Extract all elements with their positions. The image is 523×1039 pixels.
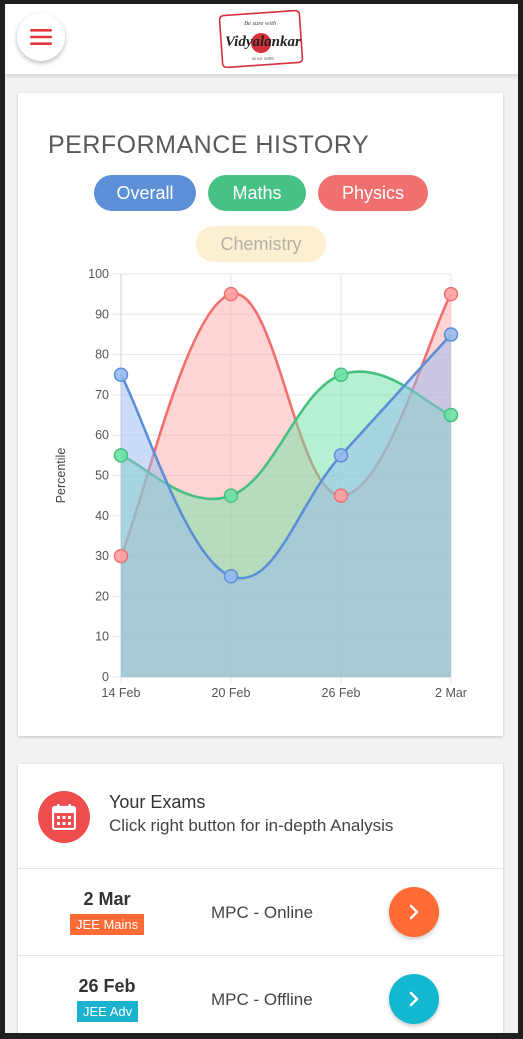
exams-header: Your Exams Click right button for in-dep… [18, 764, 503, 869]
performance-title: PERFORMANCE HISTORY [48, 131, 370, 159]
y-axis-label: Percentile [54, 448, 68, 504]
filter-maths[interactable]: Maths [208, 175, 306, 211]
exam-date: 2 Mar [83, 889, 131, 909]
y-tick-label: 90 [95, 307, 109, 321]
exam-subject: MPC - Offline [211, 990, 313, 1009]
y-tick-label: 60 [95, 428, 109, 442]
svg-text:since 1959: since 1959 [252, 56, 274, 61]
data-point [113, 448, 129, 463]
exam-analysis-button[interactable] [389, 974, 439, 1024]
x-tick-label: 14 Feb [102, 686, 141, 700]
calendar-icon-circle [38, 791, 90, 843]
data-point [223, 488, 239, 503]
data-point [113, 548, 129, 564]
data-point [443, 286, 459, 302]
y-tick-label: 80 [95, 348, 109, 362]
series-line [120, 370, 452, 501]
series-line [119, 333, 452, 580]
performance-chart: 0 10 20 30 40 50 60 70 80 90 100 14 Feb 20 Feb 26 Feb… [54, 267, 467, 700]
data-point [113, 367, 129, 382]
series-area [121, 334, 451, 677]
exam-date: 26 Feb [78, 976, 136, 996]
x-tick-label: 26 Feb [322, 686, 361, 700]
y-tick-label: 10 [95, 630, 109, 644]
data-point [443, 327, 459, 342]
y-tick-label: 0 [102, 670, 109, 684]
y-tick-label: 100 [88, 267, 109, 281]
exam-row: 2 Mar JEE Mains MPC - Online [18, 869, 503, 956]
data-point [333, 488, 349, 503]
exams-subtitle: Click right button for in-depth Analysis [109, 816, 394, 835]
chevron-right-icon [409, 904, 419, 920]
data-point [223, 569, 239, 584]
menu-button[interactable] [17, 13, 65, 61]
calendar-icon [52, 804, 76, 830]
exam-subject: MPC - Online [211, 903, 314, 922]
exam-type-badge: JEE Adv [77, 1001, 139, 1022]
data-point [443, 407, 459, 423]
y-tick-label: 70 [95, 388, 109, 402]
x-tick-label: 2 Mar [435, 686, 467, 700]
exams-title: Your Exams [109, 792, 206, 812]
data-point [223, 286, 239, 302]
exam-type-badge: JEE Mains [70, 914, 145, 935]
y-tick-label: 50 [95, 469, 109, 483]
hamburger-menu-icon [30, 29, 52, 45]
exam-analysis-button[interactable] [389, 887, 439, 937]
your-exams-card: Your Exams Click right button for in-dep… [18, 764, 503, 1033]
exam-row: 26 Feb JEE Adv MPC - Offline [18, 956, 503, 1033]
data-point [333, 367, 349, 382]
data-point [333, 448, 349, 463]
x-tick-label: 20 Feb [212, 686, 251, 700]
svg-text:Be sure with: Be sure with [244, 20, 276, 27]
svg-text:Vidyalankar: Vidyalankar [225, 34, 301, 50]
y-tick-label: 30 [95, 549, 109, 563]
filter-chemistry[interactable]: Chemistry [196, 226, 326, 262]
performance-history-card: PERFORMANCE HISTORY Overall Maths Physic… [18, 93, 503, 736]
top-app-bar: Be sure with Vidyalankar since 1959 [5, 4, 518, 75]
y-tick-label: 40 [95, 509, 109, 523]
chevron-right-icon [409, 991, 419, 1007]
app-screen: Be sure with Vidyalankar since 1959 PERF… [5, 4, 518, 1033]
filter-overall[interactable]: Overall [94, 175, 196, 211]
vidyalankar-logo[interactable]: Be sure with Vidyalankar since 1959 [218, 10, 304, 68]
filter-physics[interactable]: Physics [318, 175, 428, 211]
y-tick-label: 20 [95, 589, 109, 603]
